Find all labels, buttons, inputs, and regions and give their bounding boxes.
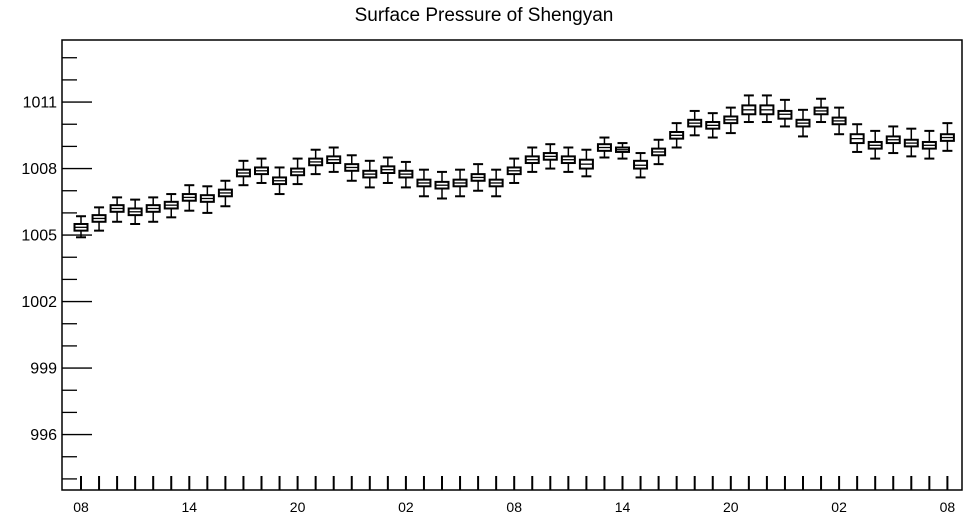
box-42 <box>831 106 847 136</box>
y-tick-label: 1005 <box>21 228 57 245</box>
box-44 <box>867 129 883 160</box>
box-15 <box>344 154 360 182</box>
box-9 <box>235 159 251 187</box>
box-27 <box>560 146 576 173</box>
box-19 <box>416 168 432 198</box>
box-4 <box>145 196 161 223</box>
x-tick-label: 08 <box>940 499 956 515</box>
box-38 <box>759 94 775 124</box>
box-36 <box>723 106 739 135</box>
y-tick-label: 996 <box>30 427 57 444</box>
box-6 <box>181 184 197 212</box>
box-32 <box>651 138 667 166</box>
box-33 <box>669 122 685 149</box>
x-tick-label: 14 <box>615 499 631 515</box>
box-5 <box>163 193 179 219</box>
x-tick-label: 02 <box>831 499 847 515</box>
box-45 <box>885 125 901 155</box>
box-46 <box>903 127 919 158</box>
box-29 <box>596 136 612 159</box>
chart-title: Surface Pressure of Shengyan <box>354 5 614 26</box>
box-26 <box>542 143 558 170</box>
box-21 <box>452 168 468 198</box>
y-tick-label: 1011 <box>23 95 58 112</box>
box-43 <box>849 123 865 153</box>
box-35 <box>705 112 721 139</box>
box-14 <box>326 146 342 173</box>
box-7 <box>199 185 215 214</box>
box-41 <box>813 97 829 124</box>
x-tick-label: 08 <box>73 499 89 515</box>
box-8 <box>217 179 233 208</box>
box-10 <box>254 157 269 184</box>
x-tick-label: 14 <box>182 499 198 515</box>
box-22 <box>470 163 486 192</box>
x-tick-label: 08 <box>506 499 522 515</box>
y-tick-label: 999 <box>30 361 57 378</box>
box-47 <box>921 129 937 160</box>
box-0 <box>73 215 89 239</box>
box-2 <box>109 196 125 223</box>
box-40 <box>795 108 811 138</box>
box-12 <box>290 157 306 186</box>
x-tick-label: 20 <box>723 499 739 515</box>
box-3 <box>127 198 143 225</box>
box-25 <box>524 146 540 173</box>
box-16 <box>362 159 378 189</box>
plot-frame <box>61 39 963 491</box>
box-13 <box>308 148 324 176</box>
box-37 <box>741 94 757 124</box>
box-18 <box>398 160 414 189</box>
box-1 <box>91 206 107 232</box>
box-28 <box>578 148 594 178</box>
box-24 <box>506 157 522 184</box>
box-17 <box>380 156 396 184</box>
box-34 <box>687 109 703 137</box>
box-20 <box>434 170 450 200</box>
box-11 <box>272 166 288 196</box>
box-39 <box>777 98 793 128</box>
y-tick-label: 1002 <box>21 294 57 311</box>
x-tick-label: 20 <box>290 499 306 515</box>
box-31 <box>633 152 649 179</box>
y-tick-label: 1008 <box>21 161 57 178</box>
box-48 <box>939 122 955 152</box>
x-tick-label: 02 <box>398 499 414 515</box>
box-30 <box>615 142 630 160</box>
box-23 <box>488 168 504 198</box>
